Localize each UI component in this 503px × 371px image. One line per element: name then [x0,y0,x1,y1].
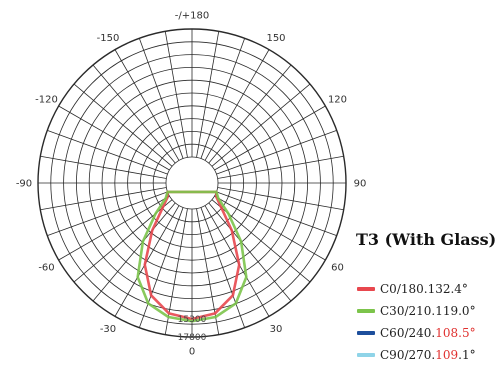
polar-spoke [114,49,180,161]
polar-spoke [211,83,311,167]
legend-label-c60: C60/240.108.5° [380,326,476,340]
legend-swatch-c90 [357,353,375,357]
legend-item-c0: C0/180.132.4° [357,278,476,300]
angle-label: 90 [354,179,367,190]
legend-swatch-c0 [357,287,375,291]
legend-item-c30: C30/210.119.0° [357,300,476,322]
legend-label-c30: C30/210.119.0° [380,304,476,318]
polar-spoke [204,205,270,317]
polar-spoke [58,105,170,171]
polar-center-ring [165,156,219,210]
legend-title: T3 (With Glass) [356,230,497,249]
legend-item-c90: C90/270.109.1° [357,344,476,366]
angle-label: -/+180 [175,11,209,22]
polar-spoke [138,38,184,159]
angle-label: -90 [16,179,32,190]
intensity-curves [136,190,248,323]
polar-spoke [47,129,168,175]
polar-spoke [214,105,326,171]
legend-swatch-c30 [357,309,375,313]
angle-label: -120 [35,95,58,106]
polar-spoke [204,49,270,161]
angle-label: -150 [97,33,120,44]
legend-item-c60: C60/240.108.5° [357,322,476,344]
legend-swatch-c60 [357,331,375,335]
polar-spoke [217,155,344,179]
legend-label-c0: C0/180.132.4° [380,282,468,296]
intensity-tick-label: 15300 [178,315,207,325]
polar-spoke [200,207,246,328]
polar-spoke [73,83,173,167]
angle-label: 0 [189,347,195,358]
polar-spoke [214,195,326,261]
polar-spoke [40,187,167,211]
polar-spoke [138,207,184,328]
polar-spoke [216,191,337,237]
polar-spoke [92,64,176,164]
axis-labels: -/+180 -150 150 -120 120 -90 90 -60 60 -30 30 0 1780… [16,11,367,358]
polar-spoke [200,38,246,159]
polar-spoke [47,191,168,237]
angle-label: 60 [331,263,344,274]
angle-label: 120 [328,95,347,106]
polar-grid [37,28,347,338]
polar-spoke [40,155,167,179]
angle-label: 150 [266,33,285,44]
angle-label: -60 [38,263,54,274]
legend-label-c90: C90/270.109.1° [380,348,476,362]
polar-spoke [58,195,170,261]
series-curve-1 [136,190,248,323]
polar-spoke [216,129,337,175]
angle-label: -30 [100,324,116,335]
polar-spoke [208,202,292,302]
polar-spoke [114,205,180,317]
polar-spoke [92,202,176,302]
intensity-tick-label: 17800 [178,333,207,343]
polar-spoke [217,187,344,211]
legend: C0/180.132.4° C30/210.119.0° C60/240.108… [357,278,476,366]
polar-spoke [164,31,188,158]
polar-spoke [196,31,220,158]
angle-label: 30 [270,324,283,335]
polar-spoke [208,64,292,164]
